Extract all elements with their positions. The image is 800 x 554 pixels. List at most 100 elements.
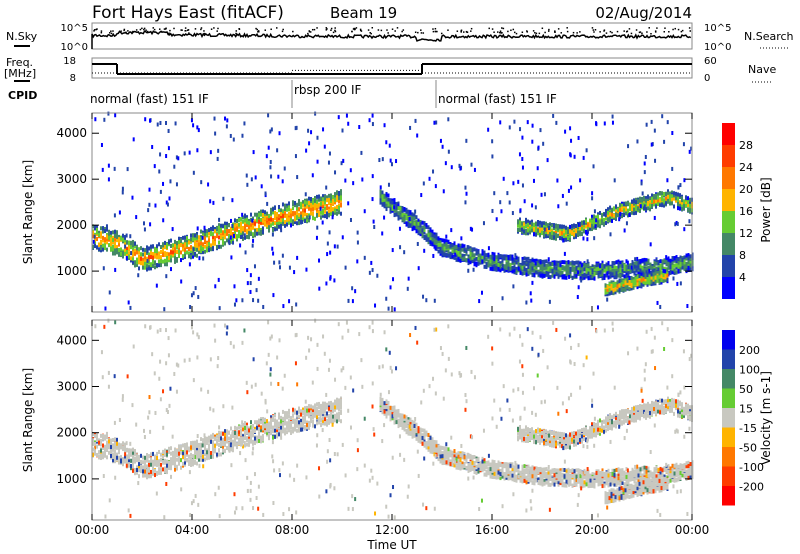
power-point — [132, 243, 134, 248]
power-point — [98, 233, 100, 238]
nsearch-point — [108, 32, 111, 34]
power-point — [685, 196, 687, 201]
nsearch-point — [132, 30, 134, 33]
power-point — [425, 223, 428, 228]
power-point — [565, 264, 568, 269]
power-point — [555, 260, 558, 265]
power-point — [381, 195, 384, 200]
power-point — [607, 275, 610, 280]
power-point — [567, 261, 570, 266]
power-point — [457, 250, 460, 255]
power-point — [300, 211, 302, 216]
power-point — [271, 246, 274, 251]
power-point — [529, 226, 531, 231]
power-point — [687, 200, 689, 205]
nsearch-point — [538, 32, 541, 35]
power-point — [585, 148, 588, 153]
power-point — [336, 244, 339, 249]
power-point — [561, 273, 564, 278]
power-point — [475, 256, 478, 261]
power-point — [541, 259, 544, 264]
power-point — [451, 253, 454, 258]
power-point — [212, 238, 214, 243]
power-point — [374, 303, 377, 308]
power-point — [312, 197, 314, 202]
power-point — [140, 261, 142, 266]
power-point — [437, 249, 440, 254]
nsearch-point — [432, 28, 434, 30]
power-point — [321, 220, 324, 225]
power-point — [645, 196, 647, 201]
power-point — [347, 201, 350, 206]
power-point — [252, 232, 254, 237]
power-point — [125, 233, 128, 238]
power-point — [114, 233, 116, 238]
power-point — [515, 266, 518, 271]
power-point — [286, 217, 288, 222]
power-point — [284, 220, 286, 225]
power-point — [118, 242, 120, 247]
cpid-segment-label: rbsp 200 IF — [294, 83, 361, 97]
power-point — [635, 200, 637, 205]
power-point — [610, 290, 613, 295]
power-point — [164, 261, 166, 266]
power-point — [243, 121, 246, 126]
noise-tick: 10^0 — [61, 42, 88, 53]
velocity-point — [100, 456, 102, 461]
power-point — [635, 207, 637, 212]
power-point — [585, 224, 587, 229]
power-point — [431, 242, 434, 247]
power-point — [240, 221, 242, 226]
power-point — [595, 271, 598, 276]
velocity-point — [110, 453, 112, 458]
power-point — [253, 264, 256, 269]
power-point — [667, 191, 669, 196]
nsearch-point — [672, 28, 674, 31]
nsearch-point — [160, 30, 163, 33]
power-point — [493, 252, 496, 257]
power-point — [102, 266, 105, 271]
velocity-point — [116, 452, 118, 457]
power-point — [244, 250, 247, 255]
power-point — [197, 128, 200, 133]
power-point — [417, 226, 420, 231]
nsearch-point — [371, 27, 374, 29]
power-point — [511, 256, 514, 261]
power-point — [230, 239, 232, 244]
power-point — [116, 234, 118, 239]
power-point — [208, 242, 210, 247]
power-point — [435, 235, 438, 240]
velocity-point — [132, 454, 134, 459]
power-point — [570, 185, 573, 190]
power-point — [383, 195, 386, 200]
nsearch-point — [512, 28, 515, 31]
power-point — [653, 196, 655, 201]
power-point — [635, 264, 638, 269]
nsearch-point — [334, 29, 336, 32]
power-point — [467, 260, 470, 265]
power-point — [242, 215, 244, 220]
power-point — [216, 156, 219, 161]
power-point — [532, 178, 535, 183]
power-point — [669, 258, 672, 263]
power-point — [182, 244, 184, 249]
power-point — [196, 245, 198, 250]
power-point — [397, 206, 400, 211]
power-point — [575, 270, 578, 275]
power-point — [347, 298, 350, 303]
power-point — [549, 275, 552, 280]
power-point — [314, 111, 317, 116]
power-point — [479, 258, 482, 263]
power-point — [445, 234, 448, 239]
power-point — [228, 237, 230, 242]
power-point — [381, 190, 384, 195]
power-point — [506, 191, 509, 196]
power-point — [419, 222, 422, 227]
power-point — [130, 245, 132, 250]
power-point — [176, 245, 178, 250]
power-point — [639, 264, 642, 269]
power-point — [175, 182, 178, 187]
power-point — [114, 251, 116, 256]
velocity-point — [104, 444, 106, 449]
power-point — [582, 155, 585, 160]
